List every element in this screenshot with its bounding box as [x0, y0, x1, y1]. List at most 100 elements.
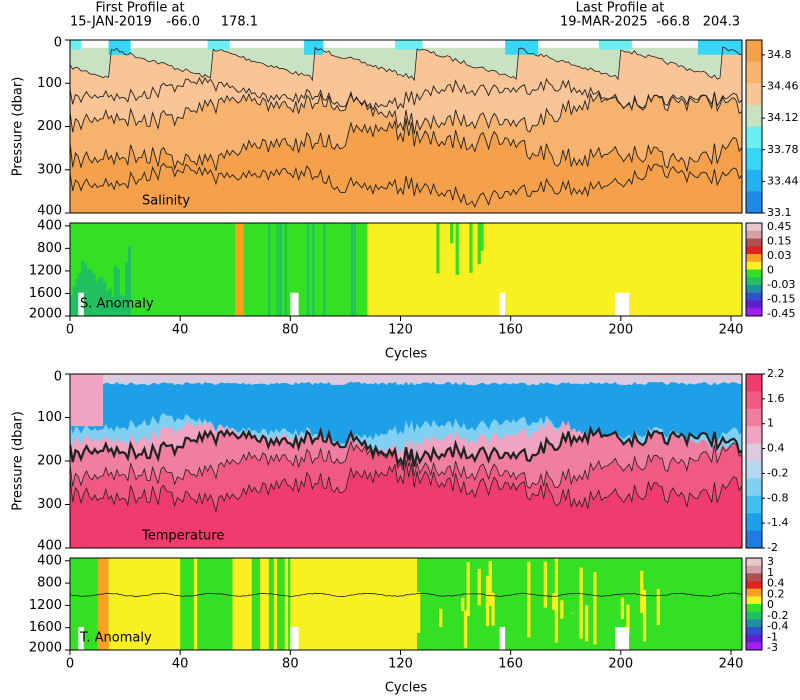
colorbar-label: 34.12	[767, 111, 799, 124]
colorbar-label: 34.8	[767, 48, 792, 61]
anomaly-strip	[86, 269, 90, 316]
x-tick-label: 0	[66, 323, 74, 338]
panel-frame	[69, 222, 743, 317]
colorbar-segment	[746, 611, 762, 620]
anomaly-strip	[260, 558, 264, 650]
colorbar-segment	[746, 530, 762, 549]
x-tick-label: 160	[498, 657, 523, 672]
colorbar-segment	[746, 634, 762, 643]
anomaly-strip	[94, 281, 99, 316]
anomaly-strip	[488, 561, 492, 607]
colorbar-segment	[746, 495, 762, 514]
surface-patch	[304, 40, 324, 55]
anomaly-strip	[180, 558, 236, 650]
colorbar-segment	[746, 478, 762, 497]
colorbar-segment	[746, 83, 762, 106]
y-tick-label: 1600	[29, 620, 62, 635]
y-tick-label: 100	[37, 76, 62, 91]
colorbar-label: -1	[767, 630, 778, 643]
no-data	[78, 292, 84, 316]
anomaly-strip	[235, 558, 239, 650]
colorbar-segment	[746, 126, 762, 149]
field-region	[70, 374, 742, 386]
anomaly-strip	[284, 223, 287, 316]
anomaly-strip	[235, 223, 245, 316]
surface-patch	[505, 40, 539, 55]
colorbar-frame	[745, 557, 763, 651]
colorbar-label: -0.2	[767, 466, 788, 479]
anomaly-strip	[312, 223, 315, 316]
last-profile-date: 19-MAR-2025	[560, 15, 648, 30]
anomaly-strip	[70, 558, 99, 650]
anomaly-strip	[273, 558, 278, 650]
anomaly-strip	[350, 223, 354, 316]
contour-line	[70, 592, 742, 597]
colorbar-segment	[746, 292, 762, 301]
colorbar-frame	[745, 222, 763, 317]
anomaly-strip	[527, 561, 531, 638]
x-tick-label: 40	[172, 323, 189, 338]
colorbar-label: -0.2	[767, 609, 788, 622]
y-axis-label: Pressure (dbar)	[11, 411, 26, 511]
anomaly-strip	[466, 562, 470, 617]
colorbar-segment	[746, 391, 762, 410]
anomaly-strip	[417, 592, 421, 633]
anomaly-strip	[560, 600, 564, 619]
anomaly-strip	[243, 223, 368, 316]
panel-label: Temperature	[141, 529, 224, 544]
anomaly-strip	[108, 558, 181, 650]
colorbar-segment	[746, 588, 762, 597]
anomaly-strip	[238, 558, 242, 650]
colorbar-label: 33.1	[767, 206, 792, 219]
last-profile-lon: 204.3	[703, 15, 740, 30]
anomaly-strip	[290, 558, 418, 650]
anomaly-strip	[480, 223, 484, 251]
anomaly-strip	[75, 278, 79, 316]
x-tick-label: 120	[388, 657, 413, 672]
anomaly-strip	[276, 223, 279, 316]
y-tick-label: 1200	[29, 263, 62, 278]
surface-patch	[108, 40, 131, 55]
colorbar-segment	[746, 513, 762, 531]
colorbar-segment	[746, 443, 762, 462]
colorbar-segment	[746, 246, 762, 255]
anomaly-strip	[463, 610, 468, 648]
colorbar-label: 0	[767, 264, 774, 277]
colorbar-segment	[746, 269, 762, 278]
first-profile-lat: -66.0	[166, 15, 200, 30]
anomaly-strip	[642, 589, 647, 642]
field-region	[70, 374, 742, 444]
anomaly-strip	[262, 558, 267, 650]
anomaly-strip	[579, 567, 583, 639]
x-tick-label: 160	[498, 323, 523, 338]
surface-patch	[70, 40, 82, 50]
anomaly-strip	[72, 286, 77, 316]
colorbar-label: 0.15	[767, 235, 792, 248]
last-profile-lat: -66.8	[656, 15, 690, 30]
no-data	[499, 292, 506, 316]
x-tick-label: 240	[719, 657, 744, 672]
colorbar-label: 3	[767, 555, 774, 568]
contour-line	[70, 162, 742, 208]
field	[70, 40, 742, 213]
colorbar-segment	[746, 148, 762, 171]
first-profile-date: 15-JAN-2019	[70, 15, 152, 30]
x-tick-label: 240	[719, 323, 744, 338]
y-tick-label: 2000	[29, 307, 62, 322]
panel-label: S. Anomaly	[80, 297, 154, 312]
anomaly-strip	[353, 223, 356, 316]
anomaly-strip	[193, 558, 198, 650]
no-data	[499, 627, 506, 650]
panel-label: Salinity	[142, 194, 190, 209]
x-tick-label: 200	[608, 323, 633, 338]
colorbar-label: 1	[767, 417, 774, 430]
colorbar-segment	[746, 642, 762, 651]
anomaly-strip	[81, 261, 85, 316]
field-region	[70, 40, 742, 81]
anomaly-strip	[265, 558, 269, 650]
y-tick-label: 400	[37, 539, 62, 554]
no-data	[290, 627, 299, 650]
anomaly-strip	[116, 268, 121, 316]
colorbar-segment	[746, 374, 762, 392]
colorbar-segment	[746, 191, 762, 214]
